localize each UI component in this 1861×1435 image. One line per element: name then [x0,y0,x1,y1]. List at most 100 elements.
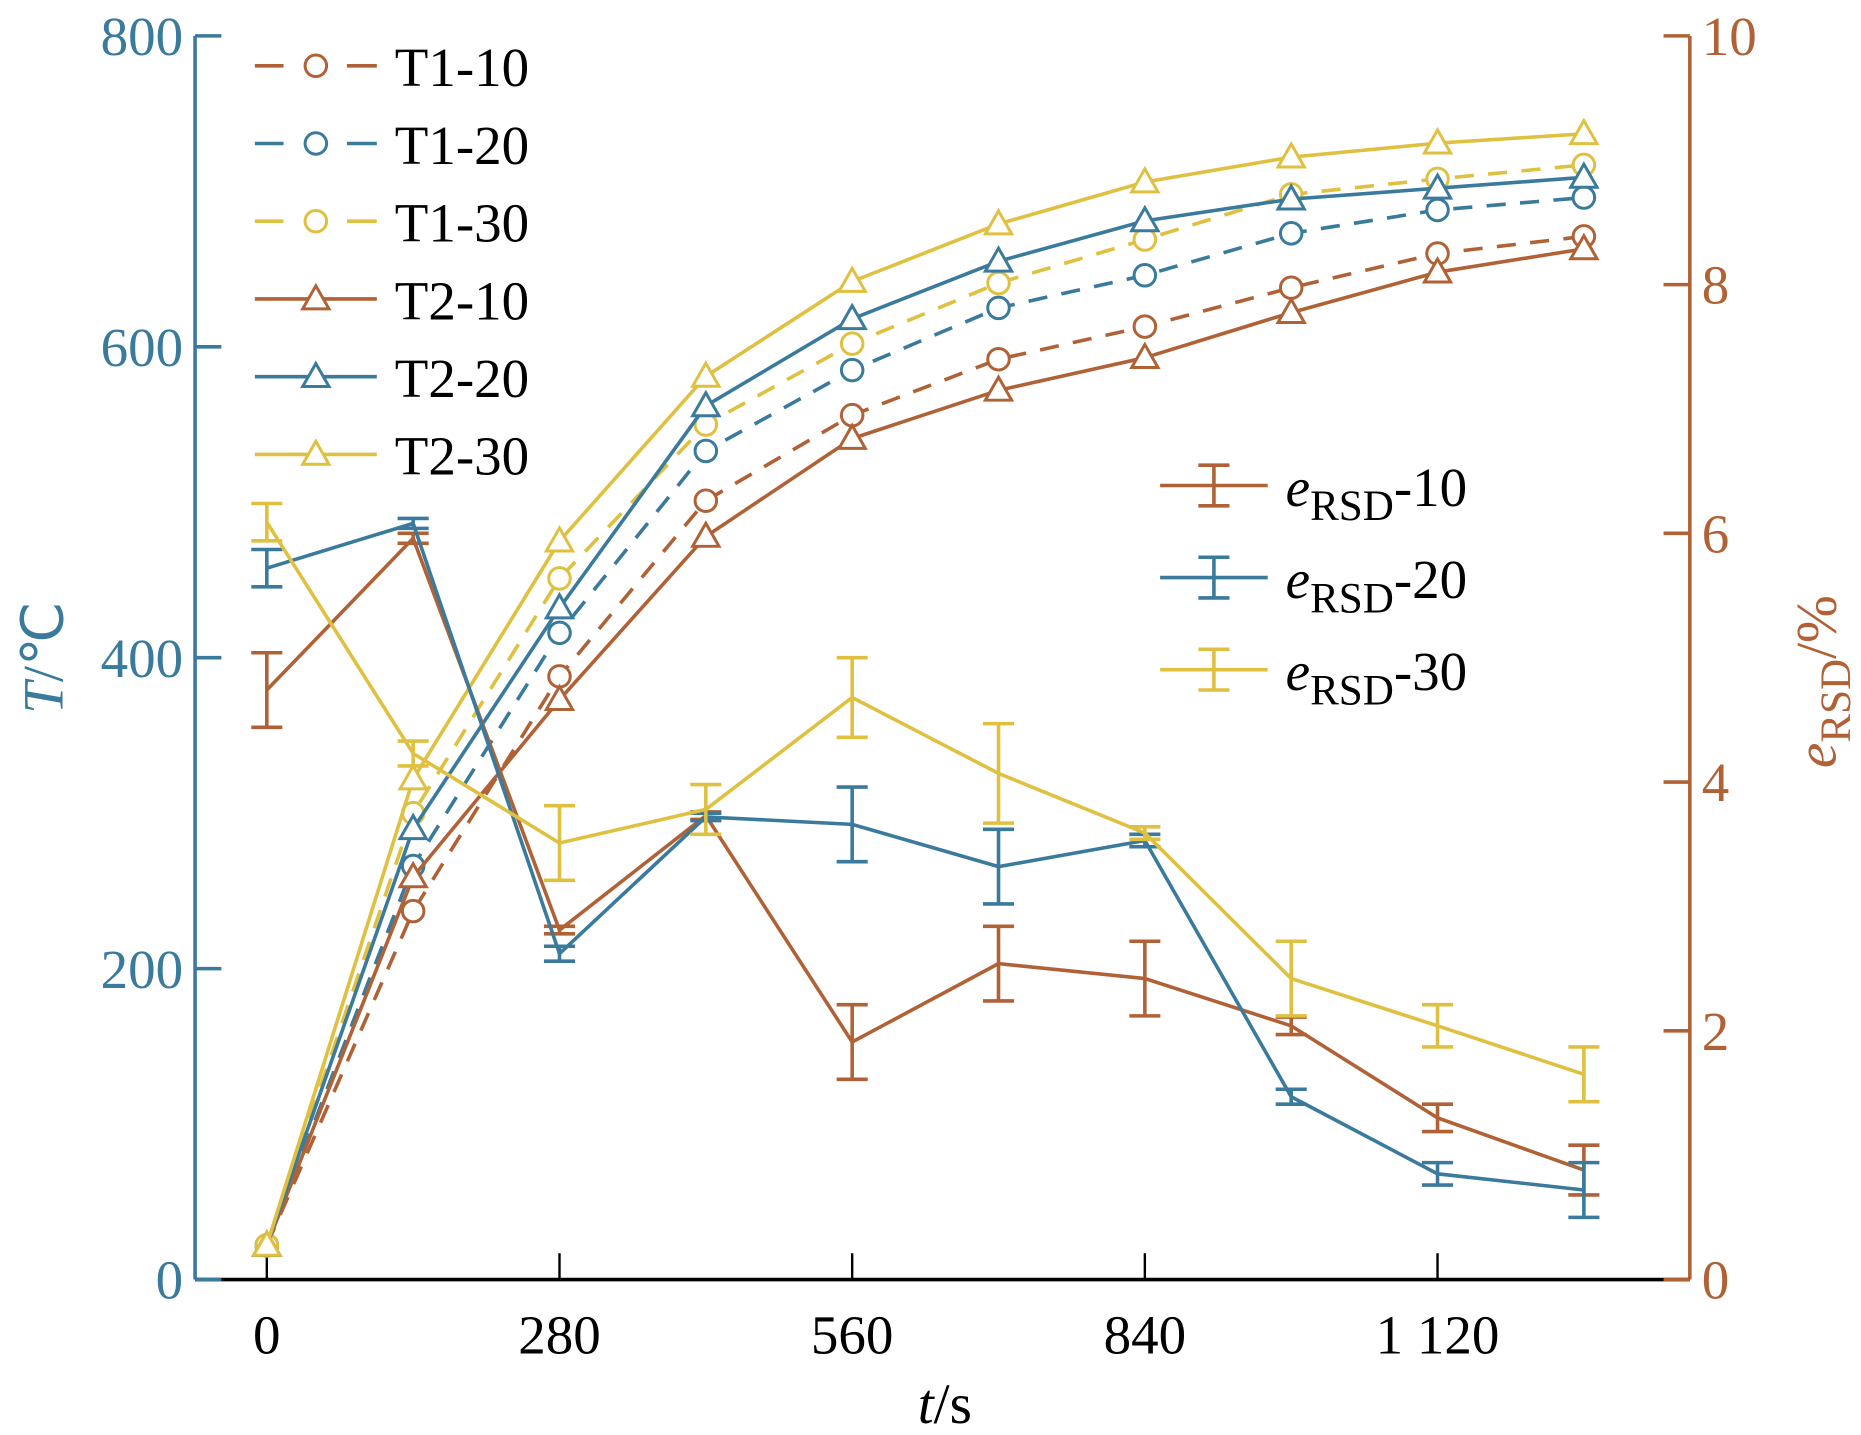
legend-item-ersd-20: eRSD-20 [1160,549,1467,622]
data-point-circle [986,270,1011,296]
data-point-triangle [1568,161,1600,189]
data-point-circle [693,488,719,513]
legend-item-ersd-10: eRSD-10 [1160,457,1467,530]
data-point-triangle [1421,256,1454,284]
legend-label: T2-30 [395,426,529,487]
legend-item-t1-10: T1-10 [254,37,529,98]
legend-marker-triangle [300,438,332,466]
legend-label: T2-10 [395,270,529,331]
x-tick-label: 840 [1104,1305,1187,1366]
x-tick-label: 1 120 [1376,1305,1500,1366]
data-point-triangle [1129,204,1161,233]
data-point-triangle [836,302,868,331]
legend-marker-circle [303,208,329,234]
data-point-triangle [690,389,722,418]
y-right-tick-label: 2 [1702,1001,1729,1062]
data-point-triangle [543,524,576,553]
y-left-tick-label: 400 [101,628,184,689]
legend-label: eRSD-30 [1286,641,1468,714]
y-right-tick-label: 4 [1702,752,1729,813]
data-point-triangle [1129,165,1161,194]
data-point-circle [1571,185,1597,210]
x-axis-title: t/s [918,1373,972,1435]
y-left-tick-label: 0 [156,1250,184,1311]
data-point-circle [547,566,572,591]
legend-marker-triangle [300,282,332,311]
legend-item-t1-30: T1-30 [254,193,529,254]
legend-label: T2-20 [395,348,529,409]
data-point-triangle [690,520,722,548]
data-point-triangle [251,1229,283,1257]
legend-item-t2-30: T2-30 [254,426,529,487]
series-line [265,175,1585,1246]
legend-marker-circle [303,131,329,156]
data-point-triangle [982,374,1015,402]
series-line [265,132,1584,1246]
series-ersd-10 [251,531,1600,1197]
plot-area [251,117,1600,1258]
data-point-triangle [543,683,576,712]
legend-label: T1-10 [395,37,529,98]
legend-marker-circle [303,53,329,79]
data-point-circle [839,331,865,356]
legend-item-t1-20: T1-20 [254,115,529,176]
x-tick-label: 0 [253,1305,281,1366]
data-point-triangle [982,207,1015,236]
y-right-axis-title: eRSD/% [1786,595,1860,768]
data-point-triangle [397,762,429,791]
x-tick-label: 560 [811,1305,894,1366]
y-right-tick-label: 10 [1702,6,1757,67]
data-point-triangle [836,422,868,450]
data-point-triangle [397,812,429,841]
legend-label: T1-20 [395,115,529,176]
legend-item-t2-10: T2-10 [254,270,529,331]
series-t2-10 [251,232,1600,1257]
y-left-tick-label: 600 [101,317,184,378]
series-ersd-20 [251,516,1600,1220]
y-left-tick-label: 200 [101,939,184,1000]
data-point-triangle [1275,140,1307,169]
y-left-tick-label: 800 [101,6,184,67]
data-point-triangle [397,860,429,889]
data-point-triangle [543,591,576,620]
y-right-tick-label: 8 [1702,255,1729,316]
series-line [265,195,1585,1246]
data-point-circle [1132,314,1158,339]
data-point-circle [547,620,572,646]
series-line [265,163,1585,1246]
series-line [265,535,1585,1172]
series-line [266,521,1585,1192]
data-point-circle [839,357,865,383]
series-line [265,247,1585,1247]
data-point-triangle [982,245,1015,273]
legend-item-t2-20: T2-20 [254,348,529,409]
series-line [265,521,1585,1077]
data-point-circle [400,898,426,924]
data-point-circle [986,346,1011,372]
data-point-triangle [1421,126,1454,155]
y-right-tick-label: 0 [1702,1250,1729,1311]
data-point-triangle [1421,172,1454,200]
x-tick-label: 280 [518,1305,601,1366]
data-point-circle [986,295,1011,321]
data-point-triangle [1275,182,1307,211]
series-t2-30 [251,117,1600,1257]
data-point-circle [1278,275,1304,300]
legend-marker-triangle [300,360,332,389]
legend-label: eRSD-20 [1286,549,1468,622]
data-point-triangle [1568,232,1600,261]
data-point-triangle [1129,341,1161,370]
y-left-axis-title: T/℃ [12,602,75,714]
legend-temperature: T1-10 T1-20 T1-30 T2-10 T2-20 T2-30 [254,37,529,487]
y-right-tick-label: 6 [1702,503,1729,564]
data-point-circle [693,438,719,464]
legend-label: T1-30 [395,193,529,254]
data-point-circle [1132,263,1158,288]
series-t2-20 [251,161,1600,1257]
series-line [265,234,1585,1247]
legend-item-ersd-30: eRSD-30 [1160,641,1467,714]
data-point-triangle [690,360,722,388]
data-point-circle [1278,221,1304,246]
data-point-triangle [1275,296,1307,324]
